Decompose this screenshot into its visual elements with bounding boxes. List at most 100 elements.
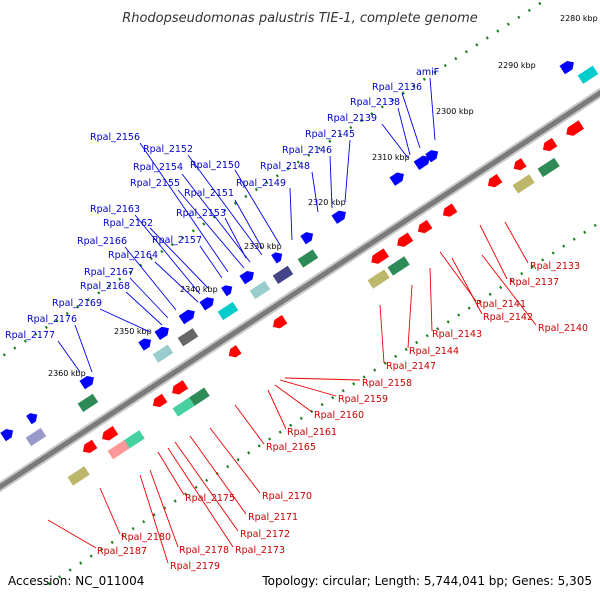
tick-mark — [2, 353, 6, 357]
reverse-gene — [102, 426, 119, 441]
tick-mark — [485, 36, 489, 40]
feature-block — [249, 280, 271, 300]
leader-line — [329, 155, 333, 209]
kbp-label: 2340 kbp — [180, 285, 218, 294]
gene-label-forward: Rpal_2152 — [143, 144, 193, 155]
tick-mark — [478, 299, 482, 303]
tick-mark — [541, 258, 545, 262]
gene-label-forward: Rpal_2153 — [176, 208, 226, 219]
tick-mark — [58, 575, 62, 579]
leader-line — [311, 171, 319, 213]
forward-gene — [79, 375, 94, 390]
tick-mark — [572, 237, 576, 241]
tick-mark — [464, 50, 468, 54]
forward-gene — [0, 429, 14, 442]
accession-text: Accession: NC_011004 — [8, 574, 144, 588]
gene-label-forward: Rpal_2166 — [77, 236, 127, 247]
leader-line — [379, 304, 385, 364]
kbp-label: 2280 kbp — [560, 14, 598, 23]
reverse-gene — [82, 439, 98, 454]
gene-label-reverse: Rpal_2165 — [266, 442, 316, 453]
leader-line — [57, 340, 81, 373]
forward-gene — [26, 413, 38, 425]
gene-label-forward: Rpal_2162 — [103, 218, 153, 229]
tick-mark — [34, 332, 38, 336]
gene-label-forward: Rpal_2164 — [108, 250, 158, 261]
tick-mark — [181, 236, 185, 240]
leader-line — [481, 254, 537, 326]
reverse-gene — [487, 173, 503, 188]
tick-mark — [425, 334, 429, 338]
feature-block — [387, 256, 410, 276]
tick-mark — [23, 339, 27, 343]
gene-label-reverse: Rpal_2175 — [185, 493, 235, 504]
tick-mark — [97, 291, 101, 295]
tick-mark — [401, 91, 405, 95]
leader-line — [234, 169, 281, 246]
tick-mark — [593, 223, 597, 228]
tick-mark — [509, 278, 513, 283]
gene-label-reverse: Rpal_2171 — [248, 512, 298, 523]
tick-mark — [205, 478, 209, 483]
leader-line — [289, 187, 293, 241]
tick-mark — [328, 139, 332, 143]
tick-mark — [247, 451, 251, 455]
feature-block — [107, 440, 130, 460]
kbp-label: 2310 kbp — [372, 153, 410, 162]
tick-mark — [457, 313, 461, 317]
gene-label-forward: Rpal_2146 — [282, 145, 332, 156]
gene-label-reverse: Rpal_2141 — [476, 299, 526, 310]
leader-line — [189, 435, 247, 515]
tick-mark — [454, 56, 458, 61]
gene-label-reverse: Rpal_2180 — [121, 532, 171, 543]
forward-gene — [178, 309, 195, 325]
tick-mark — [349, 125, 353, 130]
leader-line — [177, 189, 245, 269]
reverse-gene — [152, 393, 168, 408]
feature-block — [577, 65, 599, 84]
feature-block — [172, 397, 195, 417]
leader-line — [139, 474, 169, 564]
tick-mark — [443, 63, 447, 68]
tick-mark — [139, 263, 143, 267]
forward-gene — [221, 285, 233, 297]
gene-label-forward: Rpal_2139 — [327, 113, 377, 124]
gene-label-forward: Rpal_2157 — [152, 235, 202, 246]
leader-line — [429, 77, 436, 141]
tick-mark — [79, 561, 83, 565]
leader-line — [149, 227, 209, 289]
tick-mark — [100, 547, 104, 551]
tick-mark — [499, 285, 503, 290]
gene-label-forward: Rpal_2138 — [350, 97, 400, 108]
reverse-gene — [371, 248, 390, 264]
gene-label-forward: Rpal_2155 — [130, 178, 180, 189]
tick-mark — [562, 244, 566, 248]
feature-block — [67, 466, 90, 486]
reverse-gene — [513, 158, 527, 171]
leader-line — [74, 324, 93, 373]
gene-label-forward: Rpal_2177 — [5, 330, 55, 341]
tick-mark — [86, 298, 90, 302]
tick-mark — [517, 15, 521, 19]
tick-mark — [275, 174, 279, 178]
tick-mark — [338, 132, 342, 137]
leader-line — [439, 251, 477, 302]
tick-mark — [422, 77, 426, 81]
tick-mark — [520, 272, 524, 276]
leader-line — [479, 224, 508, 280]
feature-block — [77, 393, 99, 412]
gene-label-forward: amiF — [416, 67, 439, 78]
reverse-gene — [417, 219, 433, 234]
feature-block — [297, 249, 319, 268]
gene-label-reverse: Rpal_2133 — [530, 261, 580, 272]
leader-line — [125, 291, 163, 326]
tick-mark — [44, 325, 48, 329]
tick-mark — [391, 98, 395, 102]
tick-mark — [191, 229, 195, 233]
tick-mark — [433, 70, 437, 75]
forward-gene — [559, 60, 574, 75]
tick-mark — [436, 327, 440, 331]
tick-mark — [152, 513, 156, 517]
tick-mark — [202, 222, 206, 226]
leader-line — [504, 221, 529, 264]
